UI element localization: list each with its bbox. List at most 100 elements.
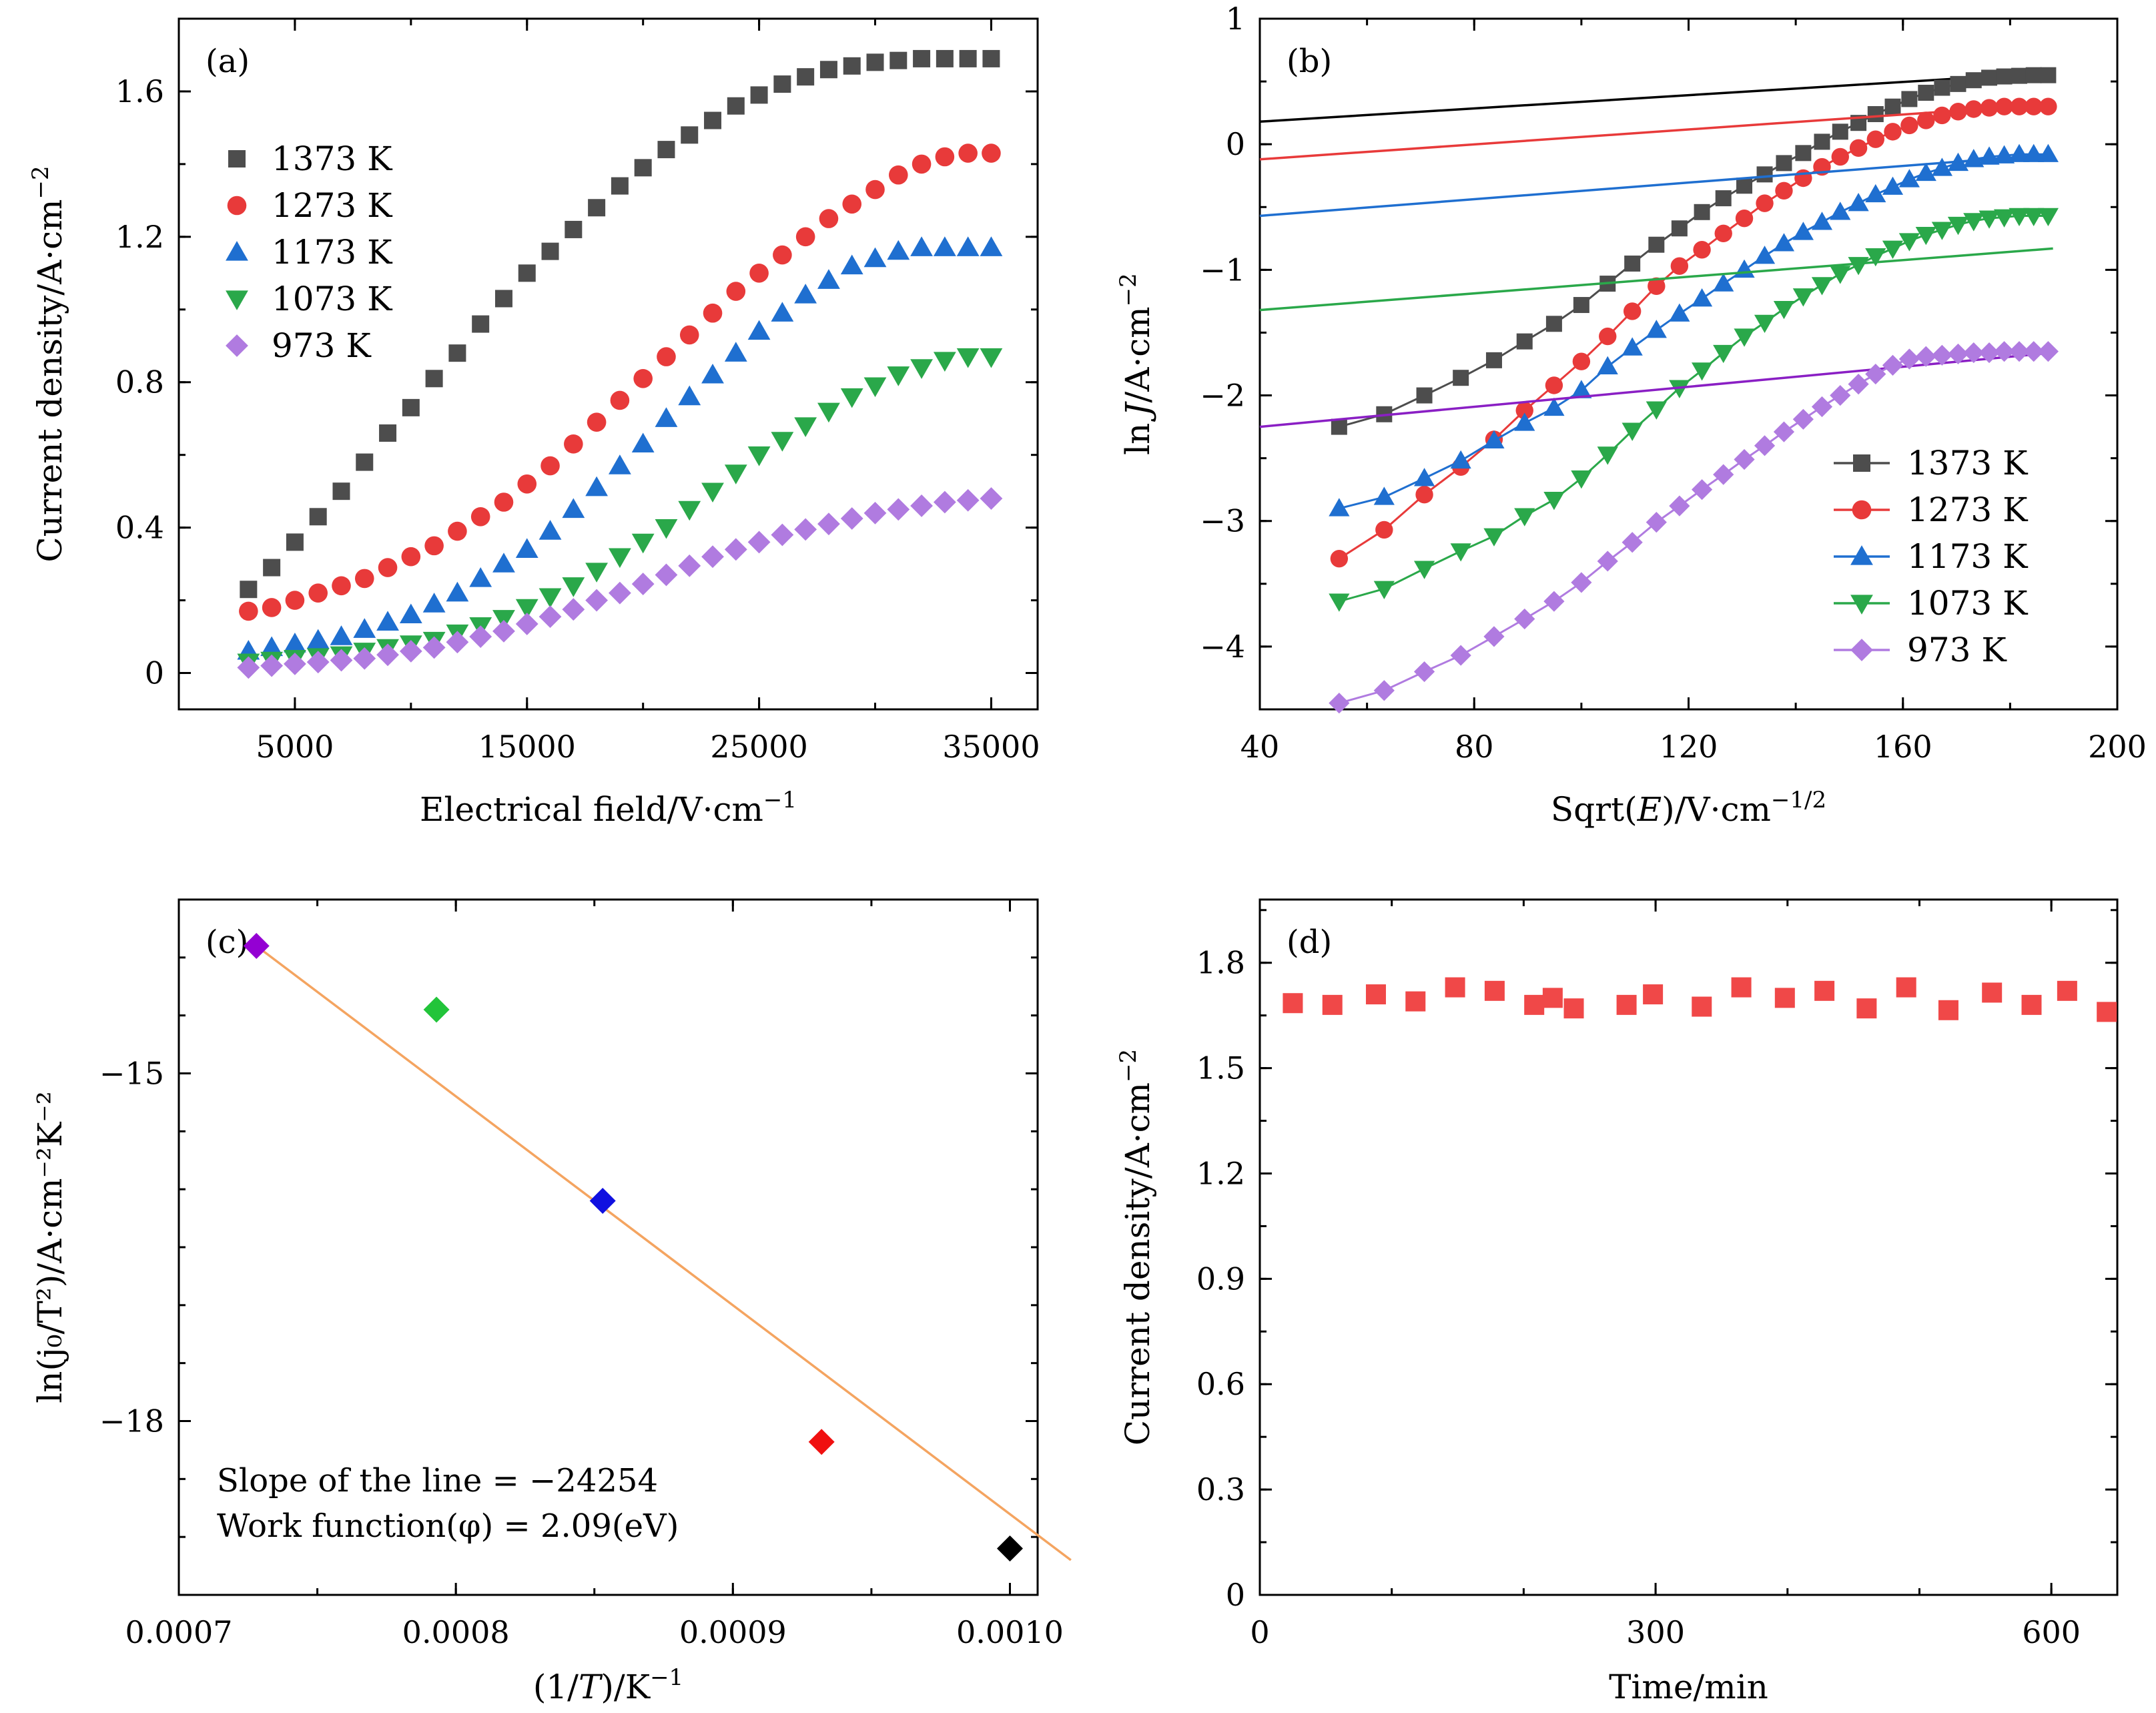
data-point (448, 344, 466, 362)
data-point (1756, 166, 1773, 183)
data-point (1516, 333, 1533, 350)
x-tick-label: 160 (1874, 729, 1932, 765)
data-point (747, 320, 771, 340)
data-point (794, 518, 817, 541)
data-point (1514, 508, 1535, 527)
data-point (2023, 143, 2045, 162)
data-point (332, 482, 350, 500)
data-point (1543, 492, 1565, 510)
data-point (1694, 204, 1710, 220)
data-point (538, 588, 562, 609)
data-point (982, 49, 1000, 67)
data-point (1947, 152, 1969, 172)
data-point (2021, 994, 2042, 1015)
data-point (422, 636, 446, 659)
data-point (538, 605, 562, 628)
legend-label: 1373 K (272, 139, 393, 178)
data-point (422, 593, 446, 613)
data-point (819, 61, 837, 79)
data-point (771, 432, 794, 452)
data-point (887, 240, 910, 260)
data-point (1329, 593, 1350, 612)
data-point (1450, 450, 1471, 469)
data-point (356, 453, 374, 471)
series-973-K (237, 487, 1003, 679)
data-point (1543, 397, 1565, 416)
series-973-K (1259, 341, 2059, 714)
fit-line (1259, 351, 2053, 428)
data-point (933, 490, 956, 514)
x-tick-label: 15000 (478, 729, 576, 765)
data-point (655, 563, 678, 587)
data-point (330, 625, 353, 645)
data-point (306, 629, 330, 649)
data-point (1616, 994, 1637, 1015)
series-1173-K (237, 236, 1003, 660)
data-point (1848, 193, 1869, 212)
data-point (1933, 106, 1951, 125)
data-point (610, 390, 630, 410)
data-point (863, 501, 887, 525)
series-1173-K (1259, 143, 2059, 517)
data-point (608, 454, 631, 474)
data-point (1713, 273, 1734, 292)
panel-c: 0.0007 0.0008 0.0009 0.0010 −15 −18 (c) Slope o… (31, 898, 1072, 1706)
data-point (399, 639, 422, 663)
y-axis-label: ln(j₀/T²)/A·cm⁻²K⁻² (31, 1091, 69, 1403)
data-point (913, 49, 931, 67)
data-point (1713, 344, 1734, 364)
data-point (1811, 212, 1833, 230)
data-point (1993, 341, 2015, 362)
data-point (1671, 220, 1688, 237)
data-point (1980, 99, 1999, 117)
data-point (817, 402, 840, 423)
data-point (996, 1535, 1023, 1562)
data-point (446, 631, 469, 654)
data-point (1934, 79, 1950, 96)
data-point (1373, 486, 1395, 505)
x-tick-label: 0 (1250, 1614, 1269, 1650)
data-point (1917, 111, 1935, 129)
data-point (515, 613, 538, 635)
series-1073-K (1259, 208, 2059, 612)
legend-label: 1273 K (1907, 490, 2029, 529)
y-tick-label: 1.2 (1196, 1155, 1245, 1191)
data-point (631, 432, 655, 453)
data-point (1830, 384, 1851, 406)
data-point (980, 348, 1003, 368)
data-point (492, 610, 515, 630)
y-tick-label: −4 (1200, 629, 1245, 665)
data-point (2037, 341, 2059, 362)
data-point (1643, 984, 1664, 1005)
legend-label: 1273 K (272, 186, 393, 225)
data-point (980, 236, 1003, 256)
data-point (750, 86, 768, 104)
y-axis-label: lnJ/A·cm−2 (1115, 273, 1157, 455)
data-point (425, 370, 443, 388)
data-point (936, 49, 954, 67)
data-point (1543, 591, 1565, 612)
data-point (1413, 661, 1435, 683)
data-point (1811, 396, 1833, 418)
data-point (1964, 100, 1983, 118)
panel-label: (b) (1287, 43, 1332, 80)
data-point (1731, 977, 1752, 998)
x-axis-label: (1/T)/K−1 (533, 1664, 683, 1706)
data-point (564, 434, 583, 454)
data-point (243, 932, 270, 959)
x-tick-label: 0.0009 (679, 1614, 787, 1650)
data-point (773, 245, 792, 265)
data-point (771, 523, 794, 547)
data-point (1754, 246, 1776, 264)
data-point (565, 220, 583, 238)
x-tick-label: 300 (1626, 1614, 1685, 1650)
y-tick-label: 0.3 (1196, 1471, 1245, 1507)
data-point (541, 242, 559, 260)
data-point (634, 159, 652, 177)
fit-line (1259, 153, 2053, 218)
data-point (701, 545, 724, 569)
data-point (562, 598, 585, 621)
data-point (1483, 528, 1505, 547)
fit-line (256, 945, 1072, 1562)
data-point (678, 500, 701, 521)
